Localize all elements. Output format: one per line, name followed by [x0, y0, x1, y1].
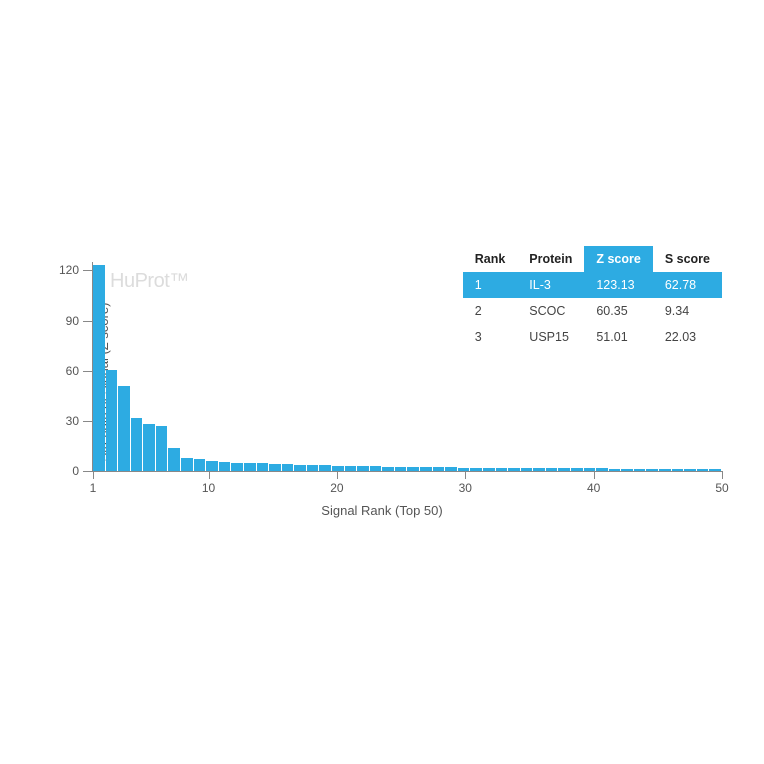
table-cell: 60.35: [584, 298, 652, 324]
table-cell: 62.78: [653, 272, 722, 298]
table-cell: USP15: [517, 324, 584, 350]
bar: [521, 468, 533, 471]
bar: [596, 468, 608, 471]
bar: [194, 459, 206, 471]
bar: [231, 463, 243, 471]
bar: [294, 465, 306, 471]
table-cell: 9.34: [653, 298, 722, 324]
x-axis-label: Signal Rank (Top 50): [321, 503, 442, 518]
bar: [659, 469, 671, 471]
bar: [672, 469, 684, 471]
table-col-header: S score: [653, 246, 722, 272]
bar: [634, 469, 646, 471]
table-cell: 3: [463, 324, 518, 350]
x-tick-label: 1: [90, 471, 97, 495]
y-tick-label: 60: [66, 364, 93, 378]
bar: [143, 424, 155, 471]
y-tick-label: 120: [59, 263, 93, 277]
bar: [307, 465, 319, 471]
bar: [458, 468, 470, 472]
bar: [697, 469, 709, 471]
bar: [93, 265, 105, 471]
table-row: 3USP1551.0122.03: [463, 324, 722, 350]
table-cell: 22.03: [653, 324, 722, 350]
bar: [483, 468, 495, 471]
table-col-header: Z score: [584, 246, 652, 272]
bar: [382, 467, 394, 472]
bar: [709, 469, 721, 471]
table-col-header: Rank: [463, 246, 518, 272]
bar: [345, 466, 357, 471]
bar: [257, 463, 269, 471]
x-tick-label: 20: [330, 471, 343, 495]
bar: [106, 370, 118, 471]
bar: [131, 418, 143, 472]
bar: [206, 461, 218, 471]
bar: [407, 467, 419, 471]
table-cell: 123.13: [584, 272, 652, 298]
bar: [609, 469, 621, 472]
bar: [433, 467, 445, 471]
x-tick-label: 50: [715, 471, 728, 495]
bar: [370, 466, 382, 471]
bar: [118, 386, 130, 471]
table-cell: 2: [463, 298, 518, 324]
bar: [546, 468, 558, 471]
bar: [533, 468, 545, 471]
top-hits-table: RankProteinZ scoreS score 1IL-3123.1362.…: [463, 246, 722, 350]
bar: [496, 468, 508, 471]
x-tick-label: 40: [587, 471, 600, 495]
bar: [181, 458, 193, 471]
bar: [584, 468, 596, 471]
bar: [319, 465, 331, 471]
bar: [219, 462, 231, 471]
table-row: 2SCOC60.359.34: [463, 298, 722, 324]
table-body: 1IL-3123.1362.782SCOC60.359.343USP1551.0…: [463, 272, 722, 350]
bar: [621, 469, 633, 471]
bar: [571, 468, 583, 471]
table-cell: 51.01: [584, 324, 652, 350]
y-tick-label: 90: [66, 314, 93, 328]
bar: [684, 469, 696, 471]
bar: [244, 463, 256, 471]
table-col-header: Protein: [517, 246, 584, 272]
signal-rank-chart: HuProt™ Strength of Signal (Z score) Sig…: [32, 252, 732, 512]
table-cell: SCOC: [517, 298, 584, 324]
bar: [508, 468, 520, 471]
bar: [332, 466, 344, 471]
bar: [269, 464, 281, 471]
bar: [357, 466, 369, 471]
bar: [156, 426, 168, 471]
x-tick-label: 30: [459, 471, 472, 495]
table-cell: 1: [463, 272, 518, 298]
bar: [470, 468, 482, 471]
y-tick-label: 30: [66, 414, 93, 428]
plot-area: 0306090120 11020304050 RankProteinZ scor…: [92, 262, 722, 472]
table-row: 1IL-3123.1362.78: [463, 272, 722, 298]
bar: [646, 469, 658, 471]
bar: [445, 467, 457, 471]
table-header-row: RankProteinZ scoreS score: [463, 246, 722, 272]
bar: [168, 448, 180, 471]
bar: [395, 467, 407, 471]
bar: [420, 467, 432, 471]
bar: [558, 468, 570, 471]
table-cell: IL-3: [517, 272, 584, 298]
bar: [282, 464, 294, 471]
x-tick-label: 10: [202, 471, 215, 495]
